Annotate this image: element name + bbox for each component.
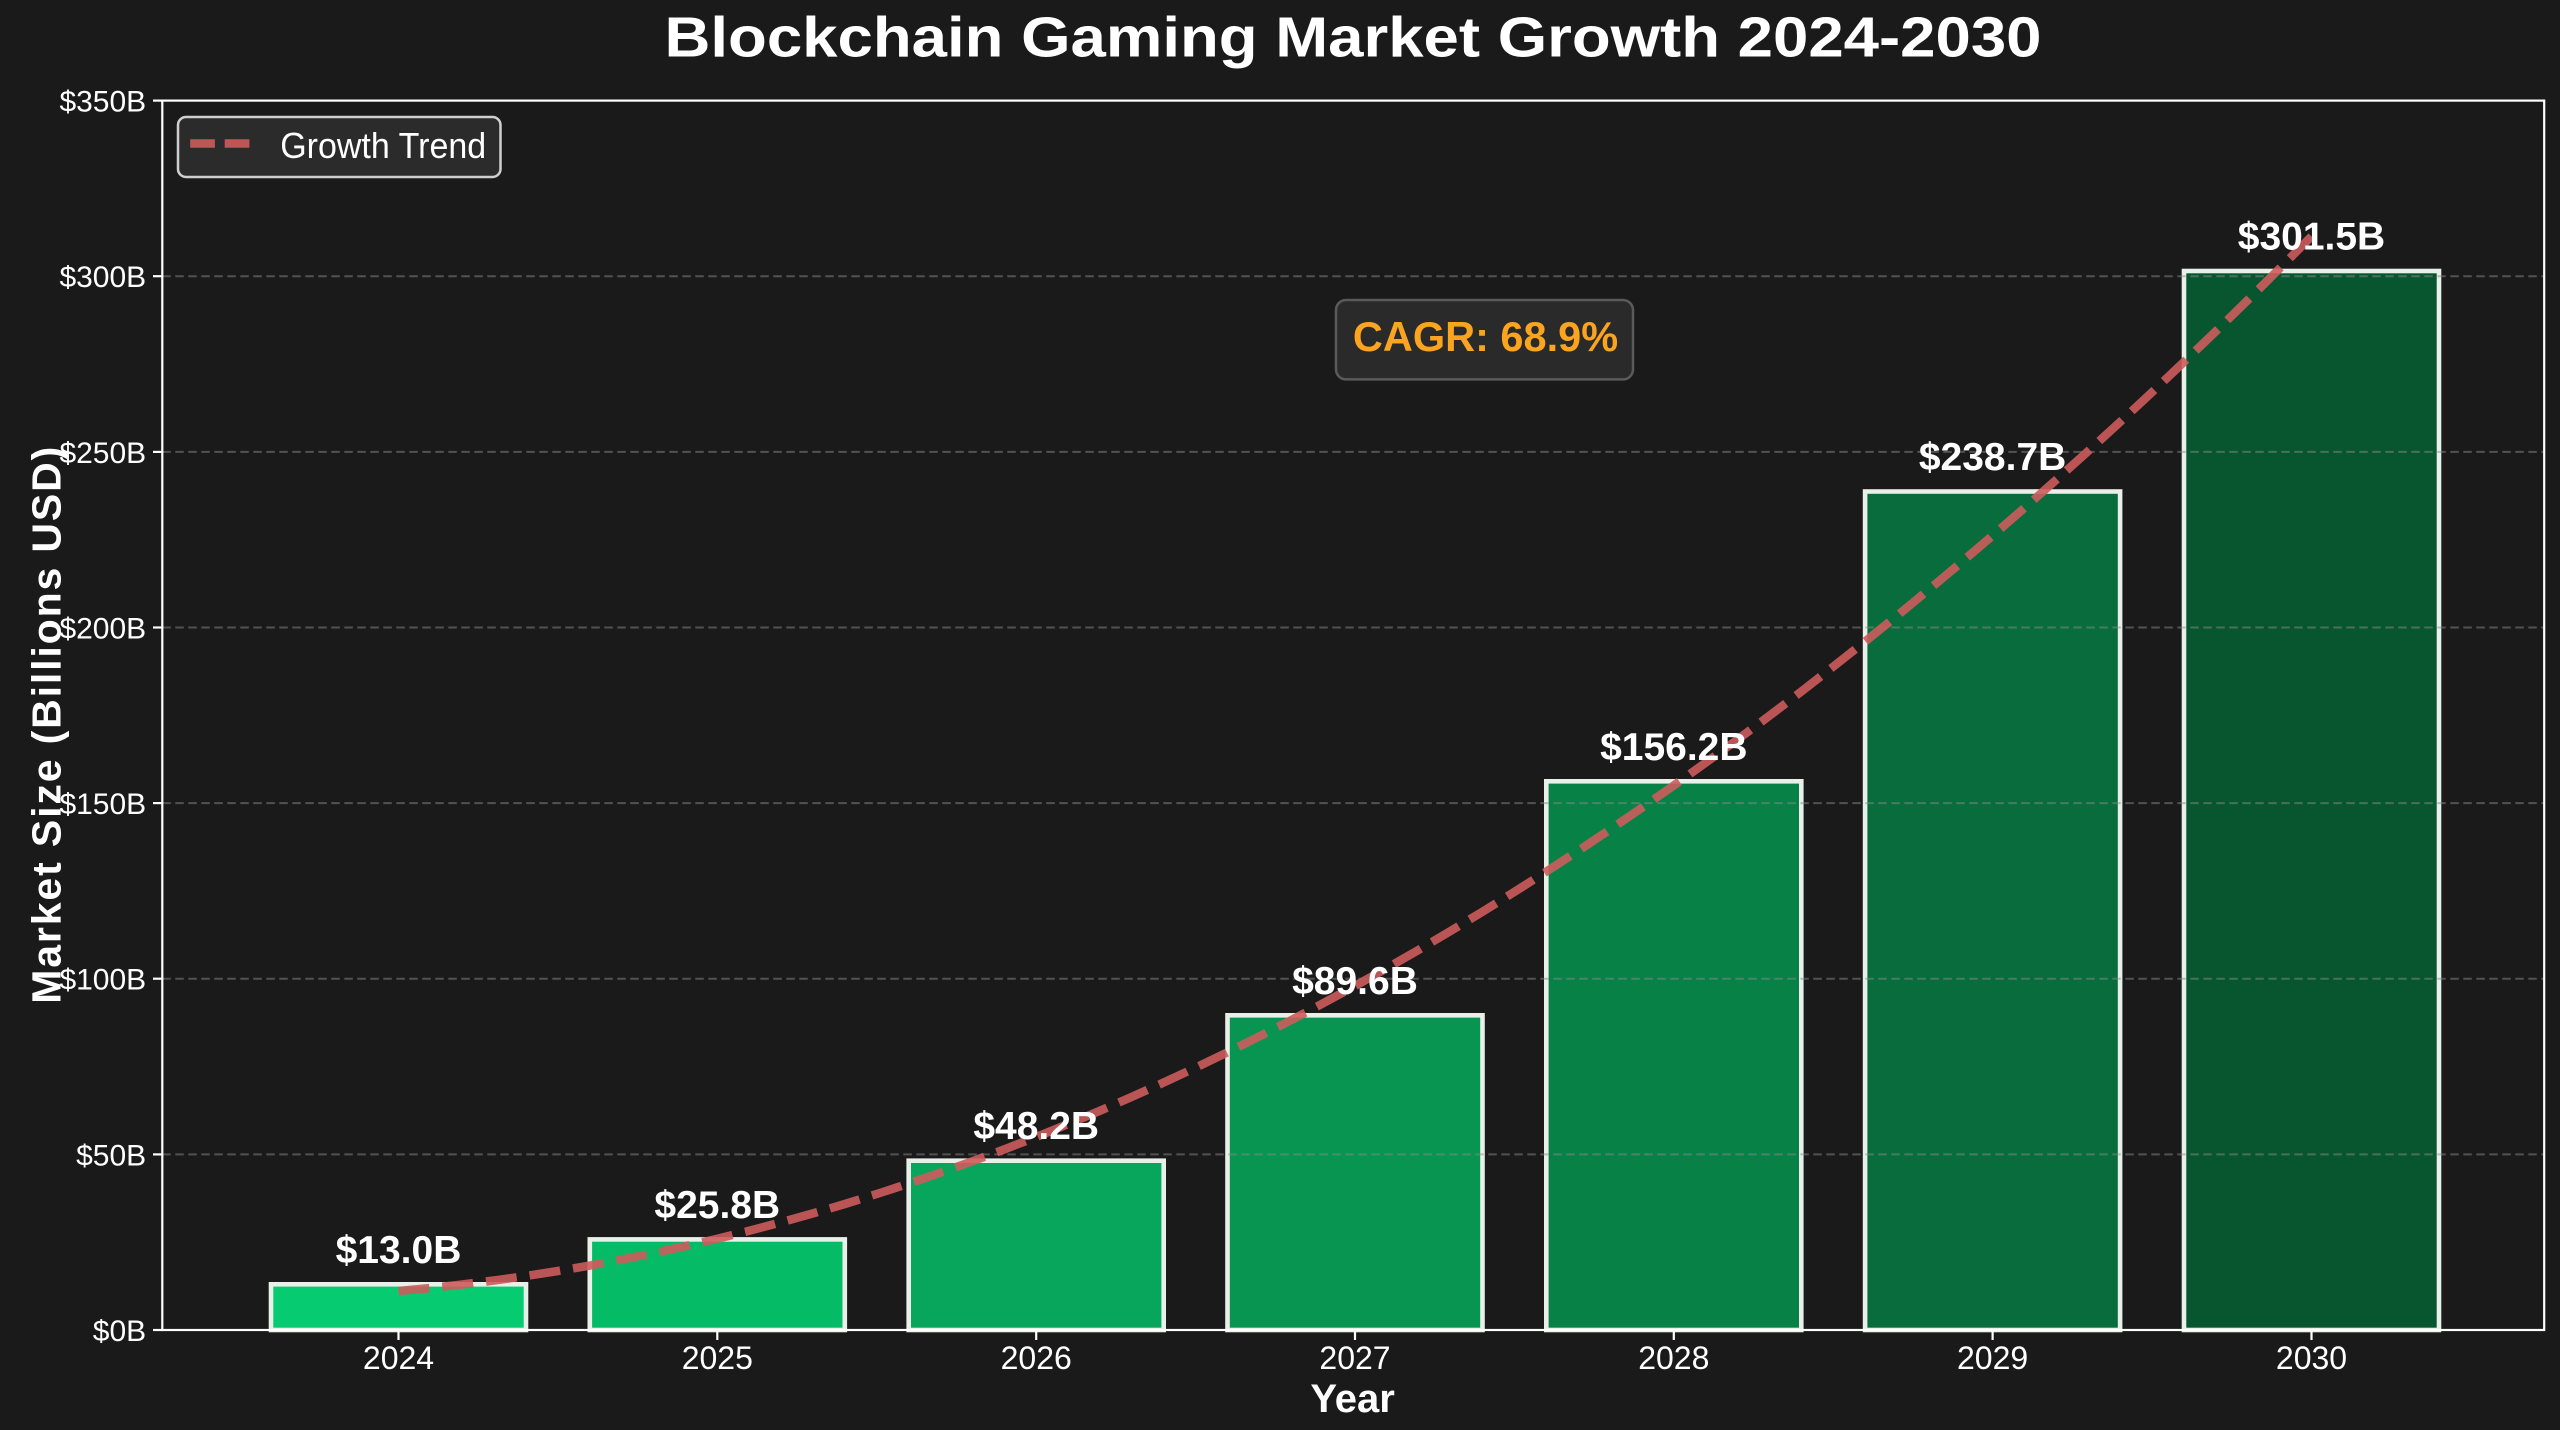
svg-text:$13.0B: $13.0B	[336, 1229, 462, 1272]
svg-text:$300B: $300B	[59, 261, 146, 294]
svg-text:$156.2B: $156.2B	[1600, 726, 1747, 769]
svg-text:2030: 2030	[2276, 1340, 2347, 1376]
svg-text:$100B: $100B	[59, 964, 146, 997]
svg-text:$0B: $0B	[93, 1315, 146, 1348]
svg-text:Blockchain Gaming Market Growt: Blockchain Gaming Market Growth 2024-203…	[665, 6, 2042, 70]
svg-text:2028: 2028	[1638, 1340, 1709, 1376]
svg-text:$150B: $150B	[59, 788, 146, 821]
svg-text:2025: 2025	[682, 1340, 753, 1376]
svg-text:2026: 2026	[1001, 1340, 1072, 1376]
svg-text:$50B: $50B	[76, 1139, 146, 1172]
svg-text:Year: Year	[1310, 1377, 1395, 1421]
svg-text:CAGR: 68.9%: CAGR: 68.9%	[1353, 313, 1618, 360]
svg-text:$25.8B: $25.8B	[654, 1184, 780, 1227]
svg-text:2027: 2027	[1319, 1340, 1390, 1376]
svg-text:$301.5B: $301.5B	[2238, 216, 2385, 259]
svg-text:$48.2B: $48.2B	[973, 1105, 1099, 1148]
svg-text:Growth Trend: Growth Trend	[280, 125, 486, 166]
svg-text:Market Size (Billions USD): Market Size (Billions USD)	[24, 447, 70, 1004]
svg-text:$89.6B: $89.6B	[1292, 960, 1418, 1003]
svg-text:$350B: $350B	[59, 86, 146, 119]
svg-text:$238.7B: $238.7B	[1919, 436, 2066, 479]
svg-text:$250B: $250B	[59, 437, 146, 470]
svg-text:$200B: $200B	[59, 613, 146, 646]
svg-text:2024: 2024	[363, 1340, 434, 1376]
svg-text:2029: 2029	[1957, 1340, 2028, 1376]
